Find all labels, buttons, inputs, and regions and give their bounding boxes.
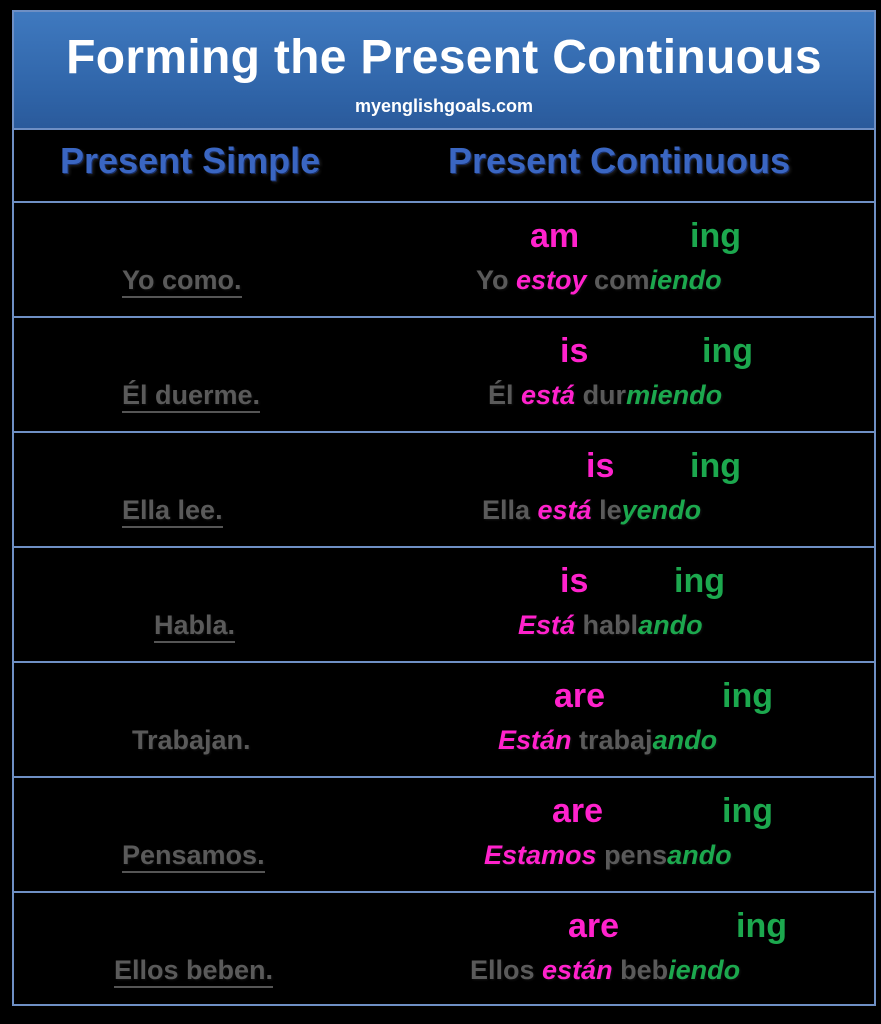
pc-stem: dur	[575, 380, 627, 410]
table-row: are ing Trabajan. Están trabajando	[14, 663, 874, 778]
present-continuous-sentence: Yo estoy comiendo	[476, 265, 722, 296]
table-row: is ing Él duerme. Él está durmiendo	[14, 318, 874, 433]
pc-auxiliary: Estamos	[484, 840, 597, 870]
english-auxiliary: is	[560, 562, 589, 600]
chart-frame: Forming the Present Continuous myenglish…	[12, 10, 876, 1006]
pc-subject: Él	[488, 380, 522, 410]
site-url: myenglishgoals.com	[354, 96, 534, 116]
pc-stem: le	[591, 495, 622, 525]
present-simple-sentence: Ella lee.	[122, 495, 223, 528]
present-continuous-sentence: Está hablando	[518, 610, 703, 641]
english-ing-ending: ing	[702, 332, 753, 370]
column-header-present-simple: Present Simple	[60, 140, 321, 181]
pc-auxiliary: Está	[518, 610, 576, 640]
pc-stem: trabaj	[571, 725, 653, 755]
pc-ending: iendo	[668, 955, 741, 985]
table-row: am ing Yo como. Yo estoy comiendo	[14, 203, 874, 318]
header-banner: Forming the Present Continuous myenglish…	[14, 12, 874, 130]
present-continuous-sentence: Estamos pensando	[484, 840, 732, 871]
pc-subject: Ella	[482, 495, 538, 525]
present-continuous-sentence: Ella está leyendo	[482, 495, 701, 526]
pc-subject: Ellos	[470, 955, 543, 985]
pc-ending: miendo	[626, 380, 723, 410]
pc-auxiliary: estoy	[516, 265, 587, 295]
pc-auxiliary: está	[537, 495, 592, 525]
pc-subject: Yo	[476, 265, 516, 295]
divider	[14, 316, 874, 318]
page-title: Forming the Present Continuous	[66, 31, 822, 84]
pc-auxiliary: está	[521, 380, 576, 410]
english-auxiliary: are	[552, 792, 604, 830]
english-auxiliary: are	[554, 677, 606, 715]
pc-ending: ando	[652, 725, 718, 755]
pc-auxiliary: están	[542, 955, 613, 985]
table-row: is ing Ella lee. Ella está leyendo	[14, 433, 874, 548]
english-auxiliary: is	[586, 447, 615, 485]
english-ing-ending: ing	[722, 677, 773, 715]
pc-ending: ando	[667, 840, 732, 870]
pc-stem: habl	[575, 610, 639, 640]
english-ing-ending: ing	[690, 447, 741, 485]
divider	[14, 891, 874, 893]
present-simple-sentence: Ellos beben.	[114, 955, 274, 988]
divider	[14, 431, 874, 433]
column-header-present-continuous: Present Continuous	[448, 140, 791, 181]
present-simple-sentence: Trabajan.	[132, 725, 251, 755]
english-ing-ending: ing	[736, 907, 787, 945]
pc-stem: com	[586, 265, 650, 295]
pc-auxiliary: Están	[498, 725, 572, 755]
pc-stem: beb	[612, 955, 669, 985]
table-row: are ing Ellos beben. Ellos están bebiend…	[14, 893, 874, 1008]
present-simple-sentence: Yo como.	[122, 265, 242, 298]
pc-ending: yendo	[621, 495, 702, 525]
english-ing-ending: ing	[690, 217, 741, 255]
divider	[14, 546, 874, 548]
present-continuous-sentence: Están trabajando	[498, 725, 717, 756]
pc-ending: ando	[638, 610, 703, 640]
pc-ending: iendo	[649, 265, 722, 295]
english-auxiliary: is	[560, 332, 589, 370]
present-simple-sentence: Habla.	[154, 610, 236, 643]
table-row: are ing Pensamos. Estamos pensando	[14, 778, 874, 893]
present-continuous-sentence: Ellos están bebiendo	[470, 955, 740, 986]
pc-stem: pens	[596, 840, 668, 870]
divider	[14, 661, 874, 663]
present-simple-sentence: Él duerme.	[122, 380, 261, 413]
english-auxiliary: are	[568, 907, 620, 945]
english-ing-ending: ing	[722, 792, 773, 830]
present-simple-sentence: Pensamos.	[122, 840, 265, 873]
table-row: is ing Habla. Está hablando	[14, 548, 874, 663]
divider	[14, 776, 874, 778]
english-auxiliary: am	[530, 217, 580, 255]
divider	[14, 201, 874, 203]
english-ing-ending: ing	[674, 562, 725, 600]
present-continuous-sentence: Él está durmiendo	[488, 380, 722, 411]
